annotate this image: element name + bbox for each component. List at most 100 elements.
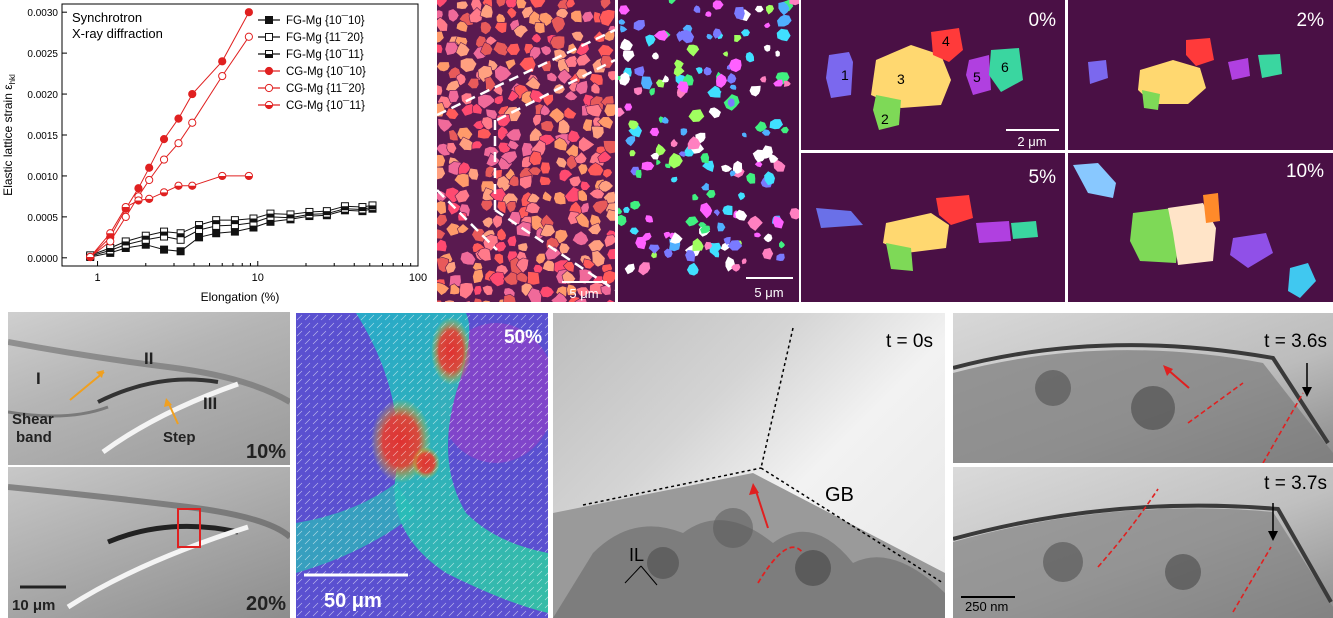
grain-a — [1073, 163, 1116, 198]
gb-label: GB — [825, 484, 854, 506]
grain — [481, 284, 494, 296]
data-point — [230, 227, 239, 236]
scale-bar-label: 10 μm — [12, 597, 55, 614]
grain — [575, 53, 592, 67]
grain — [459, 57, 478, 73]
grain — [542, 93, 554, 107]
grain — [518, 56, 537, 73]
data-point — [265, 33, 273, 41]
grain — [506, 6, 518, 20]
grain-1 — [816, 208, 863, 228]
il-arrow-1 — [624, 565, 642, 584]
grain-4 — [1186, 38, 1214, 66]
grain-2 — [1142, 90, 1160, 110]
ebsd-map-sparse: 5 μm — [618, 0, 799, 302]
grain — [532, 264, 544, 274]
grain — [544, 246, 562, 261]
grain — [570, 10, 583, 23]
grain — [494, 21, 508, 34]
grain-1 — [1088, 60, 1108, 84]
x-tick-label: 10 — [252, 272, 264, 284]
grain — [695, 67, 703, 75]
grain — [564, 55, 579, 68]
grain — [494, 64, 513, 83]
grain — [618, 207, 623, 215]
grain — [437, 200, 447, 216]
grain — [705, 11, 712, 17]
grain — [578, 136, 596, 153]
grain — [651, 251, 657, 259]
dic-svg: 50 μm 50% — [296, 313, 548, 618]
grain — [651, 52, 659, 60]
grain — [481, 299, 491, 302]
data-point-fill — [134, 200, 143, 205]
tem-image-t0: t = 0s GB IL — [553, 313, 945, 618]
grain — [706, 33, 713, 40]
grain — [780, 126, 789, 134]
grain — [701, 182, 709, 191]
dislocation-trace — [757, 546, 804, 584]
grain — [565, 0, 576, 9]
grain — [494, 241, 507, 253]
grain — [764, 171, 775, 186]
region-label-iii: III — [203, 394, 217, 413]
grain — [579, 180, 591, 191]
grain — [437, 166, 446, 180]
series-5 — [86, 171, 253, 262]
grain — [458, 136, 476, 151]
grain — [577, 189, 588, 202]
grain — [759, 76, 767, 83]
tem-grain — [953, 508, 1333, 618]
grain — [437, 213, 448, 227]
grain — [602, 168, 613, 179]
grain — [472, 268, 484, 284]
data-point-fill — [212, 220, 220, 224]
motion-arrowhead — [749, 483, 759, 495]
grain — [534, 22, 546, 35]
grain — [717, 222, 726, 232]
grain-5 — [976, 221, 1011, 243]
y-tick-label: 0.0025 — [27, 49, 58, 60]
data-point — [264, 83, 274, 93]
grain — [447, 8, 460, 23]
data-point — [121, 212, 130, 221]
data-point — [174, 114, 183, 123]
strain-label-10: 10% — [1286, 161, 1324, 182]
grain — [575, 80, 589, 95]
data-point — [176, 247, 185, 256]
grain — [506, 200, 517, 214]
grain-5 — [1228, 58, 1250, 80]
grain — [674, 59, 684, 68]
grain — [687, 136, 701, 150]
dislocation-trace-1 — [1097, 488, 1159, 568]
dashed-boundary-4 — [494, 208, 615, 292]
grain-b — [1130, 208, 1180, 263]
grain — [779, 240, 785, 249]
grain-6 — [1258, 54, 1282, 78]
dislocation-trace-2 — [1232, 546, 1272, 613]
grain — [752, 149, 767, 163]
grain — [566, 283, 578, 296]
grain — [444, 299, 455, 302]
grain — [580, 201, 590, 214]
grain — [463, 300, 471, 302]
grain — [773, 160, 786, 172]
shear-label-line1: Shear — [12, 411, 54, 428]
grain — [745, 51, 755, 63]
boundary-arrowhead — [1268, 531, 1278, 541]
slip-step-bright — [101, 381, 239, 455]
grain — [553, 191, 567, 206]
ebsd-sparse-svg: 5 μm — [618, 0, 799, 300]
data-point-fill — [174, 185, 183, 190]
grain — [477, 127, 492, 140]
grain — [570, 31, 585, 42]
grain — [673, 65, 685, 77]
legend-label: CG-Mg {11¯20} — [286, 83, 365, 95]
grain — [457, 161, 472, 176]
tem-defect — [647, 547, 679, 579]
grain-f — [1288, 263, 1316, 298]
grain — [749, 85, 761, 97]
grain — [733, 160, 743, 174]
grain-number-5: 5 — [973, 69, 981, 85]
ebsd-full-svg: 5 μm — [437, 0, 615, 302]
